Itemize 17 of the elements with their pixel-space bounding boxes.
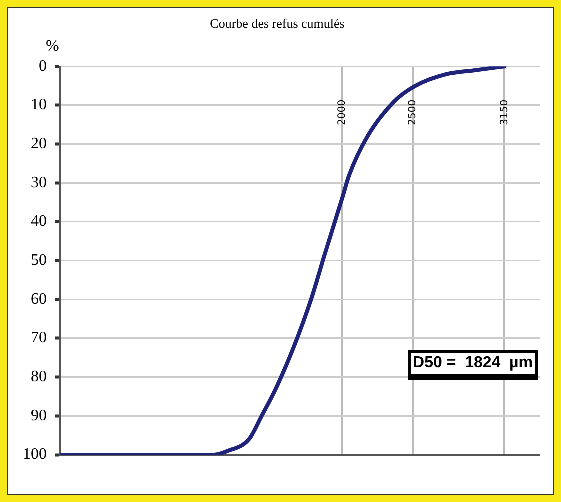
chart-title: Courbe des refus cumulés (210, 16, 345, 32)
y-axis-title: % (46, 38, 60, 55)
y-tick-label: 10 (31, 96, 47, 114)
x-tick-label: 2000 (336, 100, 348, 126)
y-tick-label: 60 (31, 290, 47, 308)
annotation: D50 = 1824 µm (413, 354, 534, 372)
y-tick-label: 0 (39, 58, 47, 75)
y-tick-label: 70 (31, 330, 47, 347)
y-tick-label: 50 (31, 252, 47, 270)
x-tick-label: 2500 (408, 100, 419, 126)
x-tick-label: 3150 (499, 100, 510, 126)
y-tick-label: 20 (31, 135, 47, 152)
y-tick-label: 80 (31, 368, 47, 386)
y-tick-label: 100 (23, 446, 47, 464)
y-tick-label: 40 (31, 213, 47, 230)
y-tick-label: 90 (31, 407, 47, 424)
y-tick-label: 30 (31, 174, 47, 192)
